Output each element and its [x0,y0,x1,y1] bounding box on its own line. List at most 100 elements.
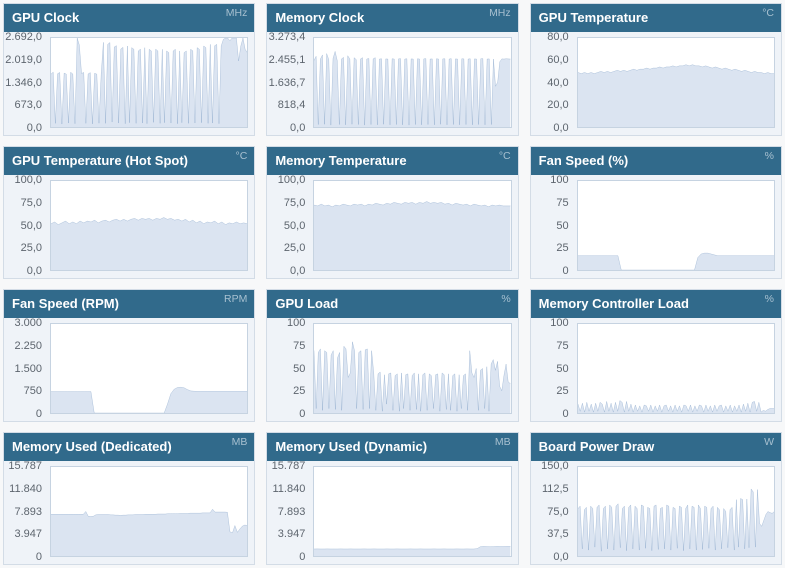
y-axis-ticks: 15.787 11.840 7.893 3.947 0 [4,460,46,563]
y-tick: 25 [556,385,569,398]
panel-title: Memory Clock [275,10,365,25]
y-tick: 0,0 [290,122,306,134]
area-chart [314,51,511,127]
panel-unit: MB [231,436,248,448]
panel-title: Board Power Draw [538,439,655,454]
panel-gpu-temperature: GPU Temperature °C 80,0 60,0 40,0 20,0 0… [529,3,782,136]
panel-header: Memory Clock MHz [267,4,518,32]
panel-title: GPU Clock [12,10,80,25]
panel-header: Memory Controller Load % [530,290,781,318]
y-tick: 2.455,1 [268,53,306,66]
y-tick: 0,0 [26,122,42,134]
y-axis-ticks: 150,0 112,5 75,0 37,5 0,0 [531,460,573,563]
area-chart [51,509,248,556]
y-tick: 2.250 [14,339,42,352]
panel-unit: W [764,436,774,448]
panel-gpu-clock: GPU Clock MHz 2.692,0 2.019,0 1.346,0 67… [3,3,256,136]
y-axis-ticks: 80,0 60,0 40,0 20,0 0,0 [531,31,573,134]
y-tick: 0 [299,551,306,563]
area-chart [314,201,511,270]
y-tick: 11.840 [272,482,306,495]
area-chart [314,546,511,556]
chart-plot-area [576,323,775,414]
chart-body: 15.787 11.840 7.893 3.947 0 [4,460,254,564]
y-tick: 50 [293,362,306,375]
y-tick: 75 [556,339,569,352]
y-tick: 50 [556,362,569,375]
y-tick: 7.893 [277,505,306,518]
panel-fan-speed-percent: Fan Speed (%) % 100 75 50 25 0 [529,146,782,279]
y-tick: 75 [293,339,306,352]
area-chart [577,253,774,270]
panel-title: Memory Used (Dynamic) [275,439,428,454]
y-tick: 100,0 [14,174,42,186]
panel-unit: MHz [225,7,248,19]
panel-unit: MB [494,436,511,448]
y-tick: 7.893 [14,505,42,518]
chart-body: 100 75 50 25 0 [267,317,517,421]
y-tick: 75 [556,196,569,209]
y-tick: 1.346,0 [5,76,42,89]
y-axis-ticks: 100 75 50 25 0 [531,174,573,277]
y-tick: 1.500 [14,362,42,375]
chart-plot-area [313,180,512,271]
y-tick: 0 [299,408,306,420]
y-tick: 3.273,4 [268,31,306,43]
panel-header: Board Power Draw W [530,433,781,461]
chart-plot-area [50,323,249,414]
panel-gpu-temperature-hot-spot: GPU Temperature (Hot Spot) °C 100,0 75,0… [3,146,256,279]
y-axis-ticks: 15.787 11.840 7.893 3.947 0 [267,460,309,563]
y-tick: 3.947 [277,528,306,541]
panel-unit: % [501,293,511,305]
y-axis-ticks: 2.692,0 2.019,0 1.346,0 673,0 0,0 [4,31,46,134]
panel-title: Fan Speed (RPM) [12,296,119,311]
y-tick: 673,0 [14,99,42,112]
y-tick: 3.947 [14,528,42,541]
chart-plot-area [313,323,512,414]
y-tick: 15.787 [271,460,306,472]
panel-unit: RPM [223,293,248,305]
panel-unit: °C [235,150,248,162]
panel-unit: MHz [489,7,511,19]
panel-gpu-load: GPU Load % 100 75 50 25 0 [266,289,519,422]
panel-unit: °C [762,7,774,19]
panel-header: Fan Speed (RPM) RPM [4,290,255,318]
panel-memory-used-dedicated: Memory Used (Dedicated) MB 15.787 11.840… [3,432,256,565]
panel-memory-controller-load: Memory Controller Load % 100 75 50 25 0 [529,289,782,422]
panel-header: Memory Used (Dynamic) MB [267,433,518,461]
panel-title: GPU Temperature (Hot Spot) [12,153,188,168]
y-tick: 37,5 [547,528,569,541]
panel-unit: % [764,293,774,305]
panel-title: GPU Temperature [538,10,649,25]
chart-body: 2.692,0 2.019,0 1.346,0 673,0 0,0 [4,31,254,135]
panel-title: Memory Controller Load [538,296,689,311]
panel-header: GPU Clock MHz [4,4,255,32]
y-tick: 0,0 [553,551,569,563]
y-tick: 100,0 [277,174,306,186]
panel-memory-clock: Memory Clock MHz 3.273,4 2.455,1 1.636,7… [266,3,519,136]
y-tick: 100 [550,317,569,329]
area-chart [577,488,774,556]
y-axis-ticks: 100,0 75,0 50,0 25,0 0,0 [4,174,46,277]
y-axis-ticks: 3.000 2.250 1.500 750 0 [4,317,46,420]
panel-board-power-draw: Board Power Draw W 150,0 112,5 75,0 37,5… [529,432,782,565]
panel-header: Memory Temperature °C [267,147,518,175]
panel-header: GPU Load % [267,290,518,318]
panel-header: GPU Temperature (Hot Spot) °C [4,147,255,175]
panel-unit: % [764,150,774,162]
y-tick: 1.636,7 [268,76,306,89]
y-tick: 50,0 [20,219,42,232]
y-tick: 100 [286,317,306,329]
chart-plot-area [50,466,249,557]
y-axis-ticks: 100 75 50 25 0 [531,317,573,420]
chart-body: 100,0 75,0 50,0 25,0 0,0 [267,174,517,278]
y-tick: 0,0 [553,122,569,134]
y-tick: 0 [35,551,42,563]
y-tick: 25 [293,385,306,398]
y-tick: 25,0 [283,242,306,255]
area-chart [51,217,248,270]
y-tick: 25 [556,242,569,255]
chart-plot-area [313,466,512,557]
chart-plot-area [576,180,775,271]
